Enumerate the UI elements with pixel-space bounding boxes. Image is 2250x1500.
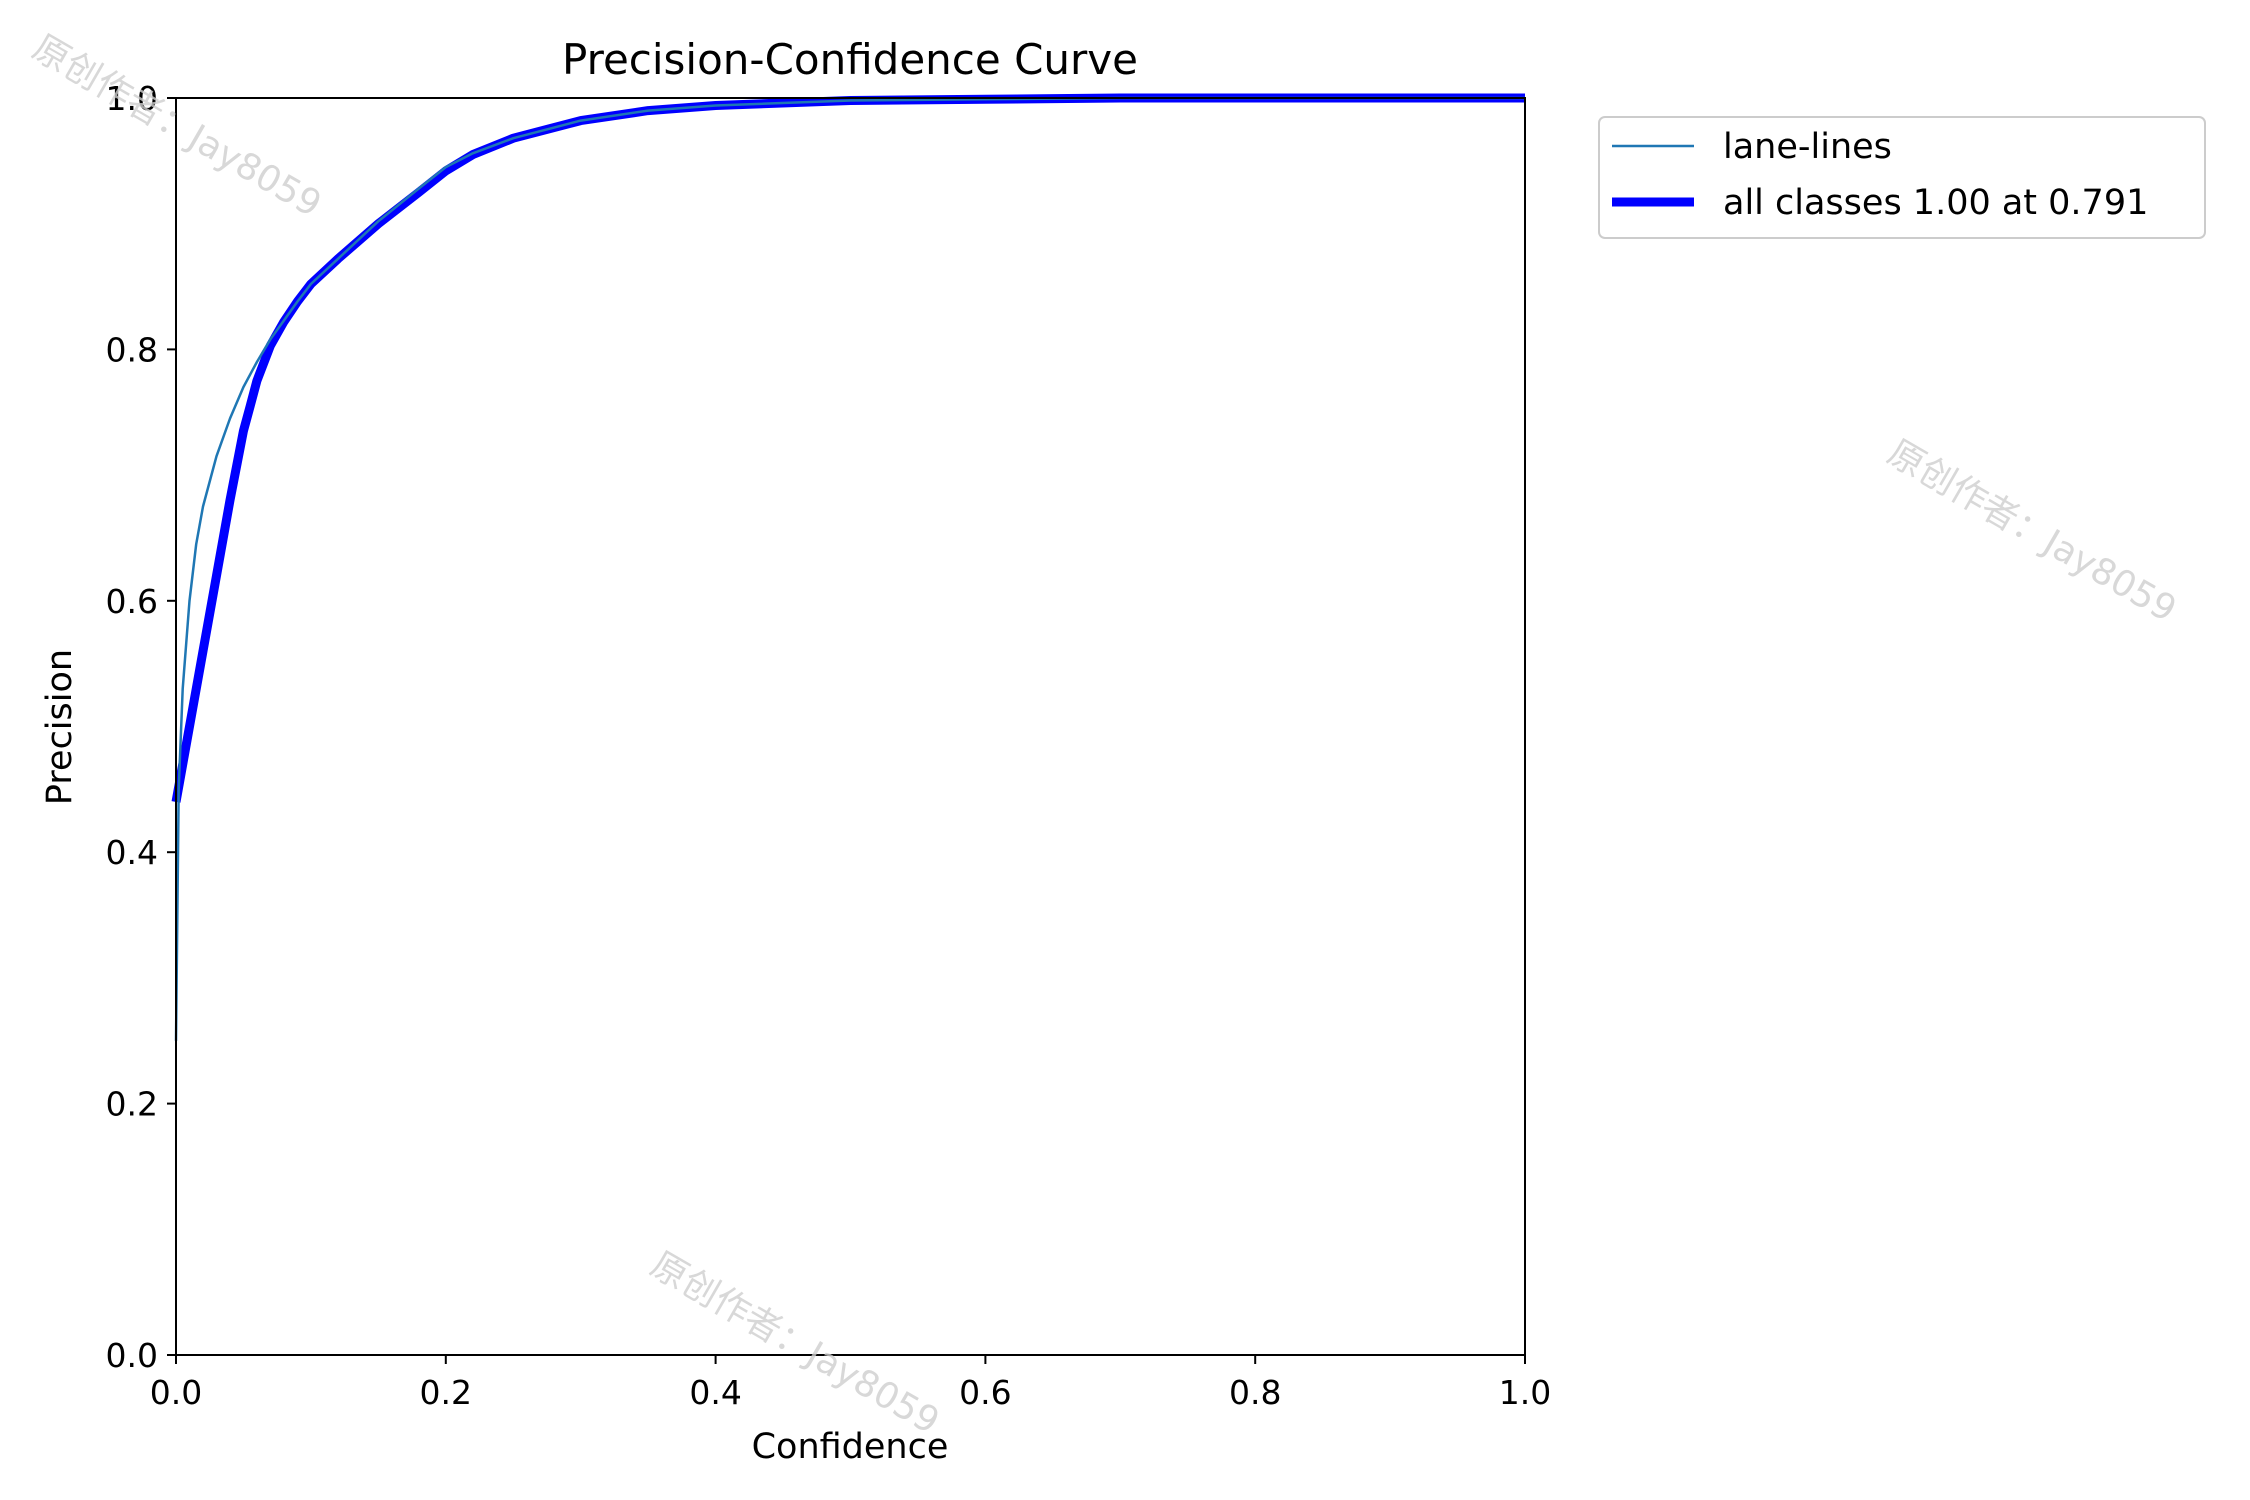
- y-tick-label: 0.6: [106, 582, 158, 621]
- watermark-text: 原创作者：Jay8059: [644, 1244, 946, 1442]
- x-axis: 0.0 0.2 0.4 0.6 0.8 1.0: [150, 1355, 1551, 1412]
- legend-label-all-classes: all classes 1.00 at 0.791: [1723, 183, 2148, 223]
- y-tick-label: 1.0: [106, 79, 158, 118]
- x-tick-label: 0.8: [1229, 1373, 1281, 1412]
- series-line-all-classes: [171, 93, 1525, 803]
- watermarks: 原创作者：Jay8059 原创作者：Jay8059 原创作者：Jay8059: [26, 27, 2183, 1442]
- legend-frame: [1598, 116, 2206, 239]
- y-tick-label: 0.0: [106, 1336, 158, 1375]
- chart-title: Precision-Confidence Curve: [562, 35, 1138, 84]
- legend-label-lane-lines: lane-lines: [1723, 127, 1892, 167]
- y-tick-label: 0.2: [106, 1085, 158, 1124]
- legend: lane-lines all classes 1.00 at 0.791: [1598, 116, 2206, 239]
- plot-area: [171, 93, 1526, 1356]
- plot-frame: [175, 97, 1526, 1356]
- y-tick-label: 0.8: [106, 330, 158, 369]
- series-line-lane-lines: [174, 96, 1525, 1041]
- x-tick-label: 0.4: [689, 1373, 741, 1412]
- y-axis: 0.0 0.2 0.4 0.6 0.8 1.0: [106, 79, 176, 1375]
- y-axis-label: Precision: [40, 649, 80, 805]
- x-tick-label: 0.6: [959, 1373, 1011, 1412]
- x-axis-label: Confidence: [752, 1427, 949, 1467]
- y-tick-label: 0.4: [106, 833, 158, 872]
- x-tick-label: 1.0: [1499, 1373, 1551, 1412]
- x-tick-label: 0.2: [420, 1373, 472, 1412]
- watermark-text: 原创作者：Jay8059: [1881, 432, 2183, 630]
- x-tick-label: 0.0: [150, 1373, 202, 1412]
